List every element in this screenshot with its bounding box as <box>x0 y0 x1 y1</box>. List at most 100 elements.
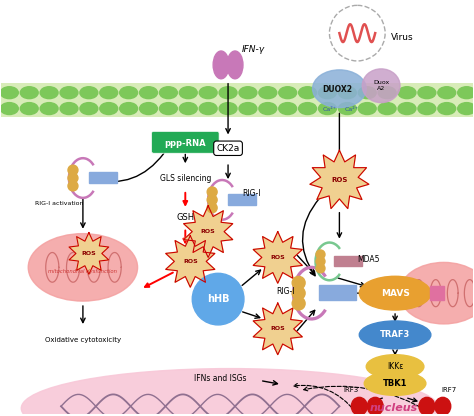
Ellipse shape <box>219 87 237 99</box>
Ellipse shape <box>120 87 137 99</box>
Ellipse shape <box>259 103 277 114</box>
Ellipse shape <box>438 87 456 99</box>
Ellipse shape <box>28 234 137 301</box>
Ellipse shape <box>60 87 78 99</box>
Ellipse shape <box>418 103 436 114</box>
Ellipse shape <box>378 103 396 114</box>
Ellipse shape <box>199 103 217 114</box>
Ellipse shape <box>419 397 435 415</box>
Ellipse shape <box>100 103 118 114</box>
Bar <box>319 285 356 300</box>
Text: RIG-I: RIG-I <box>276 287 295 296</box>
Text: nucleus: nucleus <box>370 403 418 413</box>
Ellipse shape <box>358 103 376 114</box>
Polygon shape <box>253 232 302 283</box>
Text: Ca²⁺: Ca²⁺ <box>322 106 337 111</box>
Ellipse shape <box>364 371 426 395</box>
Text: ppp-RNA: ppp-RNA <box>164 139 206 148</box>
FancyBboxPatch shape <box>152 131 219 153</box>
Text: IFNs and ISGs: IFNs and ISGs <box>194 374 246 383</box>
Circle shape <box>292 297 305 310</box>
Text: TRAF3: TRAF3 <box>380 330 410 339</box>
Ellipse shape <box>60 103 78 114</box>
Ellipse shape <box>399 262 474 324</box>
Polygon shape <box>166 235 215 287</box>
Text: DUOX2: DUOX2 <box>322 85 352 94</box>
Circle shape <box>316 250 325 259</box>
Bar <box>228 194 256 205</box>
Text: Duox
A2: Duox A2 <box>373 80 389 91</box>
Ellipse shape <box>179 87 197 99</box>
Circle shape <box>192 273 244 325</box>
Text: TBK1: TBK1 <box>383 379 407 388</box>
Ellipse shape <box>0 87 18 99</box>
Ellipse shape <box>239 103 257 114</box>
Ellipse shape <box>279 87 297 99</box>
Text: Oxidative cytotoxicity: Oxidative cytotoxicity <box>45 337 121 343</box>
Text: RIG-I activation: RIG-I activation <box>35 201 83 206</box>
Circle shape <box>207 203 217 213</box>
Circle shape <box>207 195 217 205</box>
Ellipse shape <box>359 321 431 349</box>
Ellipse shape <box>219 103 237 114</box>
Ellipse shape <box>213 51 229 79</box>
Ellipse shape <box>227 51 243 79</box>
Text: ROS: ROS <box>82 251 96 256</box>
Circle shape <box>68 181 78 191</box>
Ellipse shape <box>21 369 439 416</box>
Ellipse shape <box>359 276 431 310</box>
Ellipse shape <box>199 87 217 99</box>
Ellipse shape <box>80 103 98 114</box>
Text: ROS: ROS <box>270 255 285 260</box>
Ellipse shape <box>279 103 297 114</box>
Text: IRF3: IRF3 <box>344 387 359 394</box>
Ellipse shape <box>319 103 337 114</box>
Ellipse shape <box>159 87 177 99</box>
Ellipse shape <box>239 87 257 99</box>
Ellipse shape <box>418 87 436 99</box>
Text: IKKε: IKKε <box>387 362 403 371</box>
Ellipse shape <box>0 103 18 114</box>
Circle shape <box>316 264 325 273</box>
Text: ROS: ROS <box>183 259 198 264</box>
Ellipse shape <box>435 397 451 415</box>
Polygon shape <box>253 303 302 355</box>
Bar <box>89 172 117 183</box>
Ellipse shape <box>367 397 383 415</box>
Text: MAVS: MAVS <box>381 289 410 298</box>
Text: IRF7: IRF7 <box>441 387 456 394</box>
Text: ROS: ROS <box>331 177 347 183</box>
Circle shape <box>68 165 78 175</box>
Polygon shape <box>310 150 369 208</box>
Text: Virus: Virus <box>391 32 414 42</box>
Ellipse shape <box>398 87 416 99</box>
Text: GLS silencing: GLS silencing <box>160 173 211 183</box>
Ellipse shape <box>398 103 416 114</box>
Ellipse shape <box>20 103 38 114</box>
Polygon shape <box>183 206 233 258</box>
Ellipse shape <box>458 103 474 114</box>
Ellipse shape <box>378 87 396 99</box>
Ellipse shape <box>40 87 58 99</box>
Ellipse shape <box>319 87 337 99</box>
Text: hHB: hHB <box>207 294 229 304</box>
Ellipse shape <box>299 103 317 114</box>
Ellipse shape <box>120 103 137 114</box>
Ellipse shape <box>100 87 118 99</box>
Ellipse shape <box>351 397 367 415</box>
Ellipse shape <box>358 87 376 99</box>
Circle shape <box>292 287 305 300</box>
Ellipse shape <box>458 87 474 99</box>
Ellipse shape <box>312 70 366 108</box>
Ellipse shape <box>20 87 38 99</box>
Ellipse shape <box>338 87 356 99</box>
Bar <box>1 83 473 116</box>
Ellipse shape <box>338 103 356 114</box>
Bar <box>430 286 444 300</box>
Ellipse shape <box>80 87 98 99</box>
Polygon shape <box>69 233 109 274</box>
Text: IFN-γ: IFN-γ <box>242 45 265 54</box>
Ellipse shape <box>299 87 317 99</box>
Ellipse shape <box>259 87 277 99</box>
Ellipse shape <box>179 103 197 114</box>
